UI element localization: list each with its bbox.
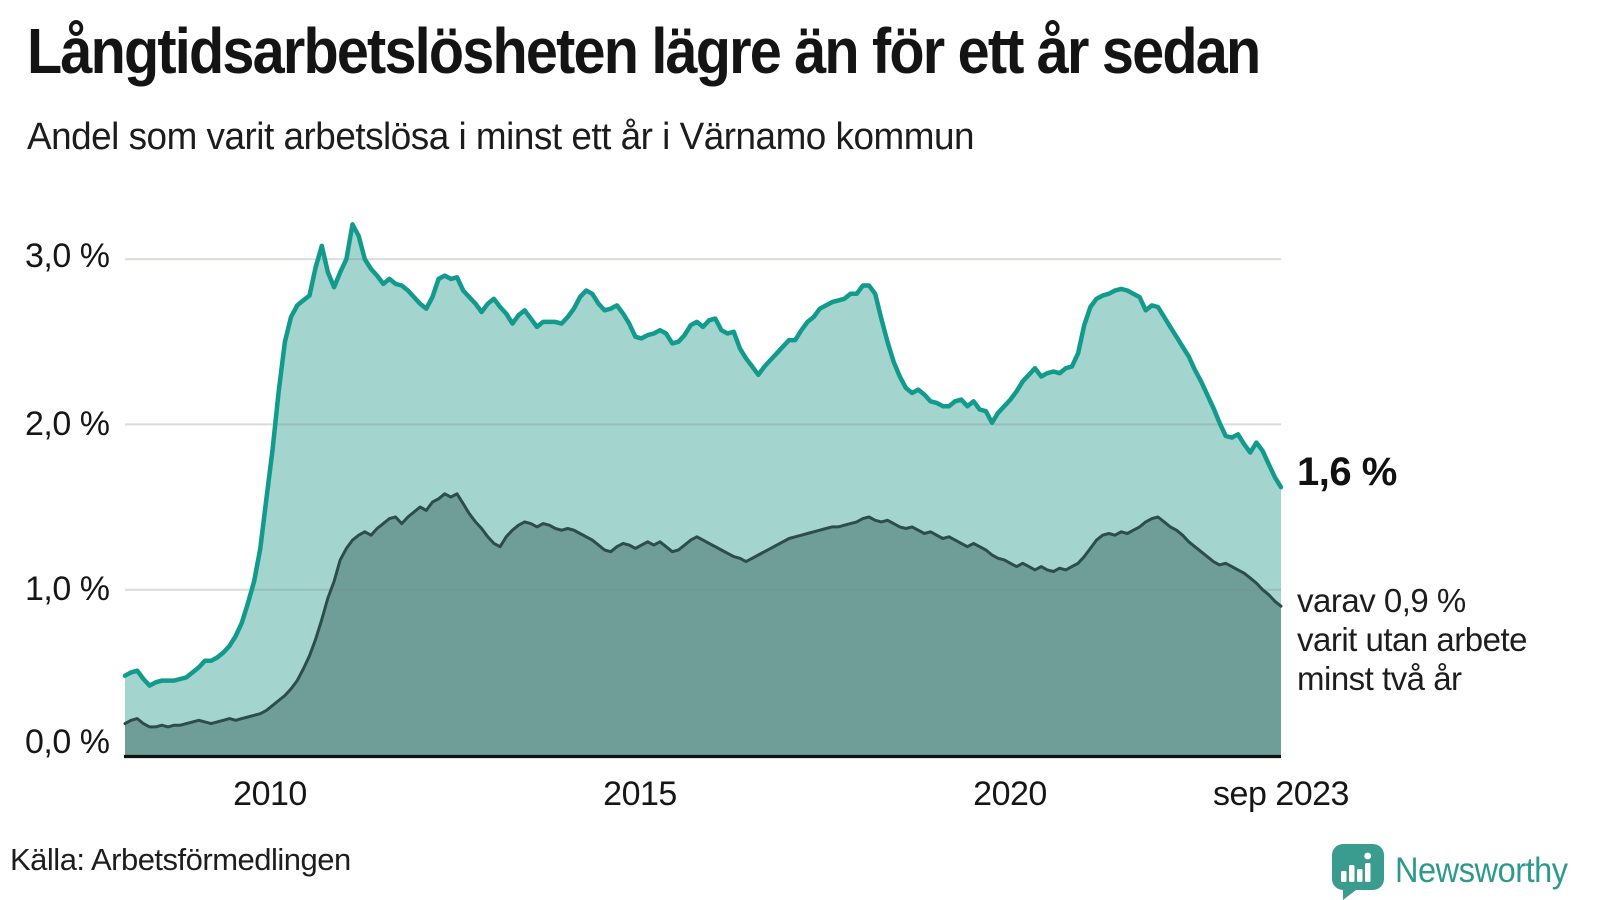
- series-area-1: [125, 493, 1281, 755]
- secondary-annotation: varav 0,9 % varit utan arbete minst två …: [1297, 581, 1527, 698]
- newsworthy-logo-icon: [1332, 844, 1384, 900]
- x-tick-2015: 2015: [603, 775, 677, 813]
- logo-exclamation-dot: [1364, 852, 1372, 860]
- end-value-label: 1,6 %: [1297, 450, 1397, 494]
- logo-bar-3: [1357, 869, 1363, 882]
- logo-bar-2: [1349, 865, 1355, 882]
- secondary-annotation-line-1: varav 0,9 %: [1297, 582, 1466, 619]
- logo-bar-1: [1341, 871, 1347, 882]
- chart-canvas: [122, 222, 1284, 759]
- secondary-annotation-line-2: varit utan arbete: [1297, 621, 1527, 658]
- x-tick-2010: 2010: [233, 775, 307, 813]
- source-credit: Källa: Arbetsförmedlingen: [10, 842, 351, 877]
- newsworthy-logo: Newsworthy: [1330, 842, 1581, 900]
- y-tick-1: 1,0 %: [25, 570, 110, 608]
- x-tick-2020: 2020: [973, 775, 1047, 813]
- y-tick-0: 0,0 %: [25, 723, 110, 761]
- chart-subtitle: Andel som varit arbetslösa i minst ett å…: [27, 116, 974, 158]
- newsworthy-logo-text: Newsworthy: [1395, 851, 1568, 890]
- series-line-1: [123, 492, 1283, 729]
- x-tick-sep-2023: sep 2023: [1213, 775, 1349, 813]
- chart-title: Långtidsarbetslösheten lägre än för ett …: [27, 15, 1261, 87]
- series-line-0: [122, 222, 1284, 688]
- logo-exclamation-bar: [1365, 863, 1371, 882]
- y-tick-3: 3,0 %: [25, 237, 110, 275]
- secondary-annotation-line-3: minst två år: [1297, 660, 1462, 697]
- y-tick-2: 2,0 %: [25, 405, 110, 443]
